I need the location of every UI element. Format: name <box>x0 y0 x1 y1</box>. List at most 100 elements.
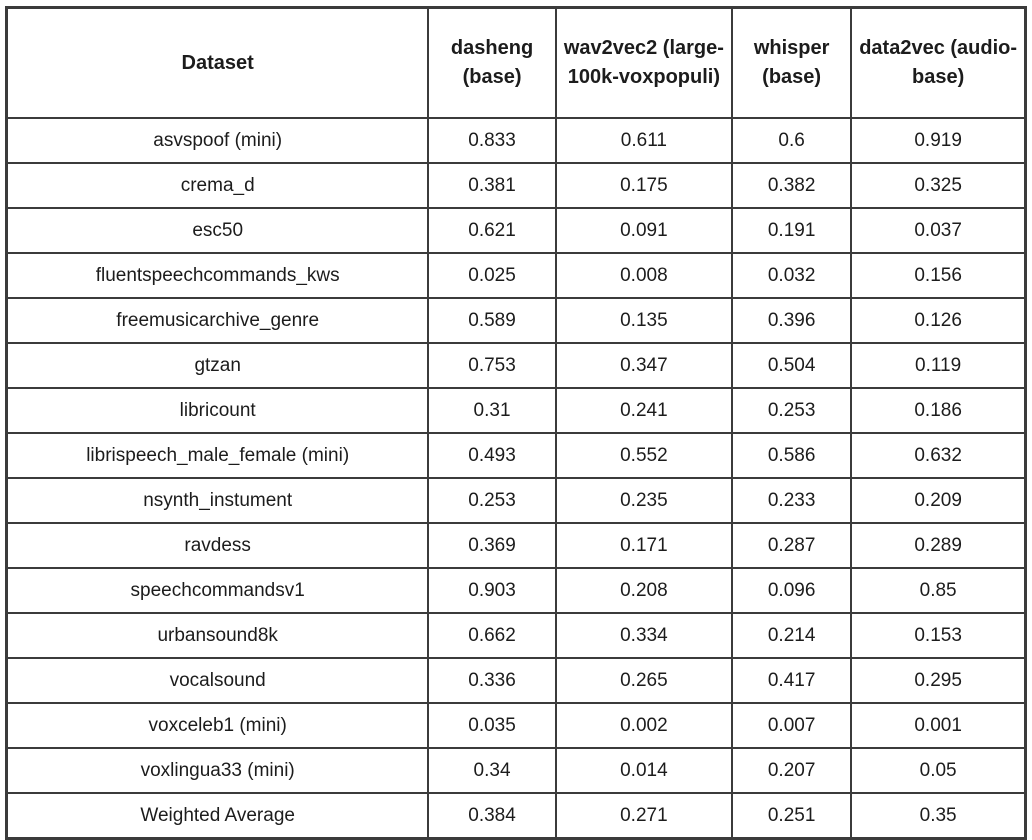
dataset-name-cell: freemusicarchive_genre <box>5 297 430 344</box>
score-cell: 0.156 <box>850 252 1027 299</box>
score-cell: 0.135 <box>554 297 734 344</box>
score-cell: 0.186 <box>850 387 1027 434</box>
dataset-name-cell: fluentspeechcommands_kws <box>5 252 430 299</box>
score-cell: 0.381 <box>427 162 557 209</box>
score-cell: 0.325 <box>850 162 1027 209</box>
table-row: esc50 0.621 0.091 0.191 0.037 <box>5 207 1027 254</box>
dataset-name-cell: Weighted Average <box>5 792 430 840</box>
score-cell: 0.214 <box>731 612 853 659</box>
score-cell: 0.662 <box>427 612 557 659</box>
dataset-name-cell: esc50 <box>5 207 430 254</box>
score-cell: 0.007 <box>731 702 853 749</box>
table-row: vocalsound 0.336 0.265 0.417 0.295 <box>5 657 1027 704</box>
score-cell: 0.233 <box>731 477 853 524</box>
score-cell: 0.153 <box>850 612 1027 659</box>
table-row: voxceleb1 (mini) 0.035 0.002 0.007 0.001 <box>5 702 1027 749</box>
score-cell: 0.504 <box>731 342 853 389</box>
dataset-name-cell: nsynth_instument <box>5 477 430 524</box>
dataset-name-cell: voxlingua33 (mini) <box>5 747 430 794</box>
dataset-name-cell: voxceleb1 (mini) <box>5 702 430 749</box>
score-cell: 0.253 <box>427 477 557 524</box>
score-cell: 0.611 <box>554 117 734 164</box>
table-row: crema_d 0.381 0.175 0.382 0.325 <box>5 162 1027 209</box>
score-cell: 0.001 <box>850 702 1027 749</box>
score-cell: 0.334 <box>554 612 734 659</box>
score-cell: 0.002 <box>554 702 734 749</box>
score-cell: 0.032 <box>731 252 853 299</box>
dataset-name-cell: ravdess <box>5 522 430 569</box>
table-body: asvspoof (mini) 0.833 0.611 0.6 0.919 crema_d… <box>5 117 1027 840</box>
score-cell: 0.384 <box>427 792 557 840</box>
header-row: Dataset dasheng (base) wav2vec2 (large-1… <box>5 6 1027 119</box>
score-cell: 0.035 <box>427 702 557 749</box>
score-cell: 0.589 <box>427 297 557 344</box>
column-header-dasheng: dasheng (base) <box>427 6 557 119</box>
dataset-name-cell: gtzan <box>5 342 430 389</box>
dataset-name-cell: asvspoof (mini) <box>5 117 430 164</box>
score-cell: 0.903 <box>427 567 557 614</box>
score-cell: 0.586 <box>731 432 853 479</box>
score-cell: 0.31 <box>427 387 557 434</box>
score-cell: 0.025 <box>427 252 557 299</box>
benchmark-table: Dataset dasheng (base) wav2vec2 (large-1… <box>5 6 1027 840</box>
table-row: libricount 0.31 0.241 0.253 0.186 <box>5 387 1027 434</box>
score-cell: 0.34 <box>427 747 557 794</box>
dataset-name-cell: crema_d <box>5 162 430 209</box>
column-header-dataset: Dataset <box>5 6 430 119</box>
score-cell: 0.493 <box>427 432 557 479</box>
score-cell: 0.347 <box>554 342 734 389</box>
table-row: speechcommandsv1 0.903 0.208 0.096 0.85 <box>5 567 1027 614</box>
table-row: asvspoof (mini) 0.833 0.611 0.6 0.919 <box>5 117 1027 164</box>
score-cell: 0.833 <box>427 117 557 164</box>
table-row: ravdess 0.369 0.171 0.287 0.289 <box>5 522 1027 569</box>
score-cell: 0.753 <box>427 342 557 389</box>
score-cell: 0.35 <box>850 792 1027 840</box>
dataset-name-cell: speechcommandsv1 <box>5 567 430 614</box>
dataset-name-cell: libricount <box>5 387 430 434</box>
column-header-wav2vec2: wav2vec2 (large-100k-voxpopuli) <box>554 6 734 119</box>
score-cell: 0.632 <box>850 432 1027 479</box>
table-row: freemusicarchive_genre 0.589 0.135 0.396 0.1… <box>5 297 1027 344</box>
score-cell: 0.208 <box>554 567 734 614</box>
dataset-name-cell: librispeech_male_female (mini) <box>5 432 430 479</box>
score-cell: 0.265 <box>554 657 734 704</box>
score-cell: 0.191 <box>731 207 853 254</box>
score-cell: 0.295 <box>850 657 1027 704</box>
score-cell: 0.251 <box>731 792 853 840</box>
score-cell: 0.382 <box>731 162 853 209</box>
benchmark-table-container: Dataset dasheng (base) wav2vec2 (large-1… <box>5 6 1027 840</box>
dataset-name-cell: vocalsound <box>5 657 430 704</box>
dataset-name-cell: urbansound8k <box>5 612 430 659</box>
score-cell: 0.096 <box>731 567 853 614</box>
table-row: nsynth_instument 0.253 0.235 0.233 0.209 <box>5 477 1027 524</box>
score-cell: 0.008 <box>554 252 734 299</box>
score-cell: 0.919 <box>850 117 1027 164</box>
score-cell: 0.05 <box>850 747 1027 794</box>
score-cell: 0.253 <box>731 387 853 434</box>
score-cell: 0.552 <box>554 432 734 479</box>
score-cell: 0.396 <box>731 297 853 344</box>
table-row: urbansound8k 0.662 0.334 0.214 0.153 <box>5 612 1027 659</box>
score-cell: 0.091 <box>554 207 734 254</box>
score-cell: 0.287 <box>731 522 853 569</box>
column-header-data2vec: data2vec (audio-base) <box>850 6 1027 119</box>
score-cell: 0.126 <box>850 297 1027 344</box>
score-cell: 0.621 <box>427 207 557 254</box>
table-row: Weighted Average 0.384 0.271 0.251 0.35 <box>5 792 1027 840</box>
score-cell: 0.175 <box>554 162 734 209</box>
score-cell: 0.119 <box>850 342 1027 389</box>
table-row: gtzan 0.753 0.347 0.504 0.119 <box>5 342 1027 389</box>
score-cell: 0.207 <box>731 747 853 794</box>
score-cell: 0.85 <box>850 567 1027 614</box>
column-header-whisper: whisper (base) <box>731 6 853 119</box>
score-cell: 0.014 <box>554 747 734 794</box>
score-cell: 0.171 <box>554 522 734 569</box>
table-row: fluentspeechcommands_kws 0.025 0.008 0.032 0… <box>5 252 1027 299</box>
table-row: voxlingua33 (mini) 0.34 0.014 0.207 0.05 <box>5 747 1027 794</box>
score-cell: 0.417 <box>731 657 853 704</box>
score-cell: 0.289 <box>850 522 1027 569</box>
score-cell: 0.241 <box>554 387 734 434</box>
score-cell: 0.6 <box>731 117 853 164</box>
table-header: Dataset dasheng (base) wav2vec2 (large-1… <box>5 6 1027 119</box>
score-cell: 0.209 <box>850 477 1027 524</box>
